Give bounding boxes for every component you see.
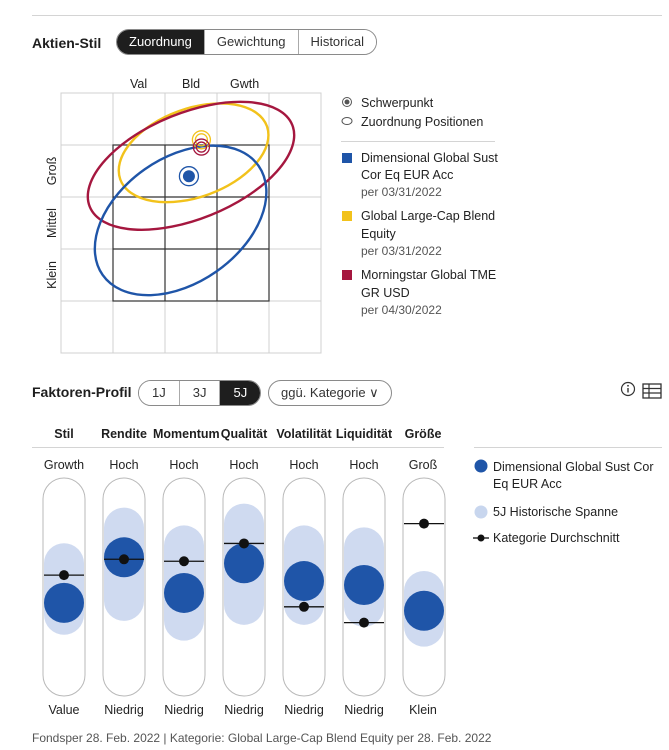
- factor-low-label: Niedrig: [224, 703, 264, 717]
- centroid-marker-icon: [342, 97, 352, 107]
- factor-legend-divider: [474, 447, 662, 448]
- factor-low-label: Niedrig: [284, 703, 324, 717]
- centroid-category-inner: [194, 133, 209, 147]
- factor-category-dot: [179, 556, 189, 567]
- legend-range-dot-icon: [474, 505, 488, 519]
- centroid-category-outer: [191, 130, 212, 150]
- factor-legend-fund: Dimensional Global Sust Cor Eq EUR Acc: [493, 460, 654, 491]
- legend-category-marker-icon: [473, 534, 489, 542]
- factor-high-label: Growth: [43, 458, 85, 472]
- legend-fund-name-1: Dimensional Global Sust: [361, 151, 498, 165]
- top-divider: [32, 15, 662, 16]
- legend-category-date: per 03/31/2022: [361, 244, 442, 258]
- factor-profile-chart: [42, 477, 446, 697]
- style-col-label-gwth: Gwth: [230, 77, 260, 91]
- legend-category-name-1: Global Large-Cap Blend: [361, 209, 496, 223]
- legend-positions-label: Zuordnung Positionen: [361, 115, 484, 129]
- factor-fund-dot: [344, 565, 384, 606]
- factor-low-label: Niedrig: [344, 703, 384, 717]
- style-grid-outer: [60, 92, 322, 354]
- factor-category-dot: [359, 617, 369, 628]
- factor-fund-dot: [224, 543, 264, 584]
- factor-marks: [42, 477, 446, 697]
- tab-period-1j[interactable]: 1J: [139, 381, 179, 405]
- style-ellipse-2: [86, 100, 296, 231]
- table-icon[interactable]: [642, 383, 662, 399]
- style-box-chart: Groß Mittel Klein: [45, 92, 322, 354]
- style-row-label: Mittel: [45, 208, 59, 238]
- factor-high-label: Hoch: [229, 458, 259, 472]
- legend-divider: [341, 141, 495, 142]
- factor-fund-dot: [44, 582, 84, 623]
- period-tab-group: 1J 3J 5J: [138, 380, 262, 406]
- factor-low-label: Niedrig: [164, 703, 204, 717]
- factor-header-liquiditaet: Liquidität: [335, 427, 393, 441]
- info-icon[interactable]: [620, 381, 636, 397]
- factor-low-label: Klein: [409, 703, 437, 717]
- legend-fund-name-2: Cor Eq EUR Acc: [361, 168, 454, 182]
- factor-category-dot: [119, 554, 129, 565]
- centroid-index-outer: [192, 138, 211, 156]
- factor-category-dot: [239, 538, 249, 549]
- factor-header-groesse: Größe: [404, 427, 442, 441]
- factor-category-dot: [419, 518, 429, 529]
- style-row-label: Klein: [45, 261, 59, 289]
- style-col-label-bld: Bld: [182, 77, 201, 91]
- legend-category-name-2: Equity: [361, 227, 396, 241]
- factor-high-label: Hoch: [169, 458, 199, 472]
- legend-index-name-2: GR USD: [361, 286, 410, 300]
- factor-footer-note: Fondsper 28. Feb. 2022 | Kategorie: Glob…: [32, 731, 492, 745]
- factor-low-label: Value: [48, 703, 80, 717]
- style-section-title: Aktien-Stil: [32, 35, 102, 51]
- tab-zuordnung[interactable]: Zuordnung: [117, 30, 204, 54]
- legend-swatch-category: [342, 211, 352, 221]
- factor-low-label: Niedrig: [104, 703, 144, 717]
- style-row-label: Groß: [45, 156, 59, 185]
- factor-high-label: Hoch: [109, 458, 139, 472]
- style-centroids: [178, 130, 212, 187]
- style-row-labels: Groß Mittel Klein: [45, 156, 59, 288]
- centroid-fund-dot: [182, 170, 195, 183]
- factor-fund-dot: [404, 590, 444, 631]
- compare-dropdown[interactable]: ggü. Kategorie ∨: [268, 380, 392, 406]
- factor-header-stil: Stil: [54, 427, 74, 441]
- factor-high-label: Hoch: [349, 458, 379, 472]
- factor-high-label: Hoch: [289, 458, 319, 472]
- legend-fund-dot-icon: [474, 459, 488, 473]
- factor-legend-category: Kategorie Durchschnitt: [493, 531, 620, 545]
- legend-swatch-index: [342, 270, 352, 280]
- legend-index-date: per 04/30/2022: [361, 303, 442, 317]
- factor-section-title: Faktoren-Profil: [32, 384, 132, 400]
- factor-header-rule: [32, 447, 444, 448]
- factor-header-rendite: Rendite: [101, 427, 147, 441]
- factor-legend-range: 5J Historische Spanne: [493, 505, 619, 519]
- factor-header-qualitaet: Qualität: [220, 427, 268, 441]
- style-ellipses: [86, 100, 296, 297]
- factor-fund-dot: [164, 572, 204, 613]
- legend-index-name-1: Morningstar Global TME: [361, 268, 497, 282]
- tab-period-3j[interactable]: 3J: [178, 381, 220, 405]
- style-col-label-val: Val: [130, 77, 148, 91]
- style-ellipse-0: [93, 144, 268, 297]
- style-tab-group: Zuordnung Gewichtung Historical: [116, 29, 378, 55]
- style-ellipse-1: [117, 102, 270, 204]
- centroid-index-inner: [195, 141, 208, 153]
- tab-gewichtung[interactable]: Gewichtung: [203, 30, 298, 54]
- factor-category-dot: [59, 570, 69, 581]
- style-box-inner: [112, 144, 270, 302]
- legend-centroid-label: Schwerpunkt: [361, 96, 434, 110]
- positions-marker-icon: [341, 117, 353, 125]
- factor-header-volatilitaet: Volatilität: [276, 427, 332, 441]
- legend-swatch-fund: [342, 153, 352, 163]
- factor-header-momentum: Momentum: [153, 427, 220, 441]
- factor-category-dot: [299, 601, 309, 612]
- tab-period-5j[interactable]: 5J: [219, 381, 261, 405]
- legend-fund-date: per 03/31/2022: [361, 185, 442, 199]
- factor-high-label: Groß: [408, 458, 438, 472]
- factor-fund-dot: [284, 561, 324, 602]
- tab-historical[interactable]: Historical: [297, 30, 377, 54]
